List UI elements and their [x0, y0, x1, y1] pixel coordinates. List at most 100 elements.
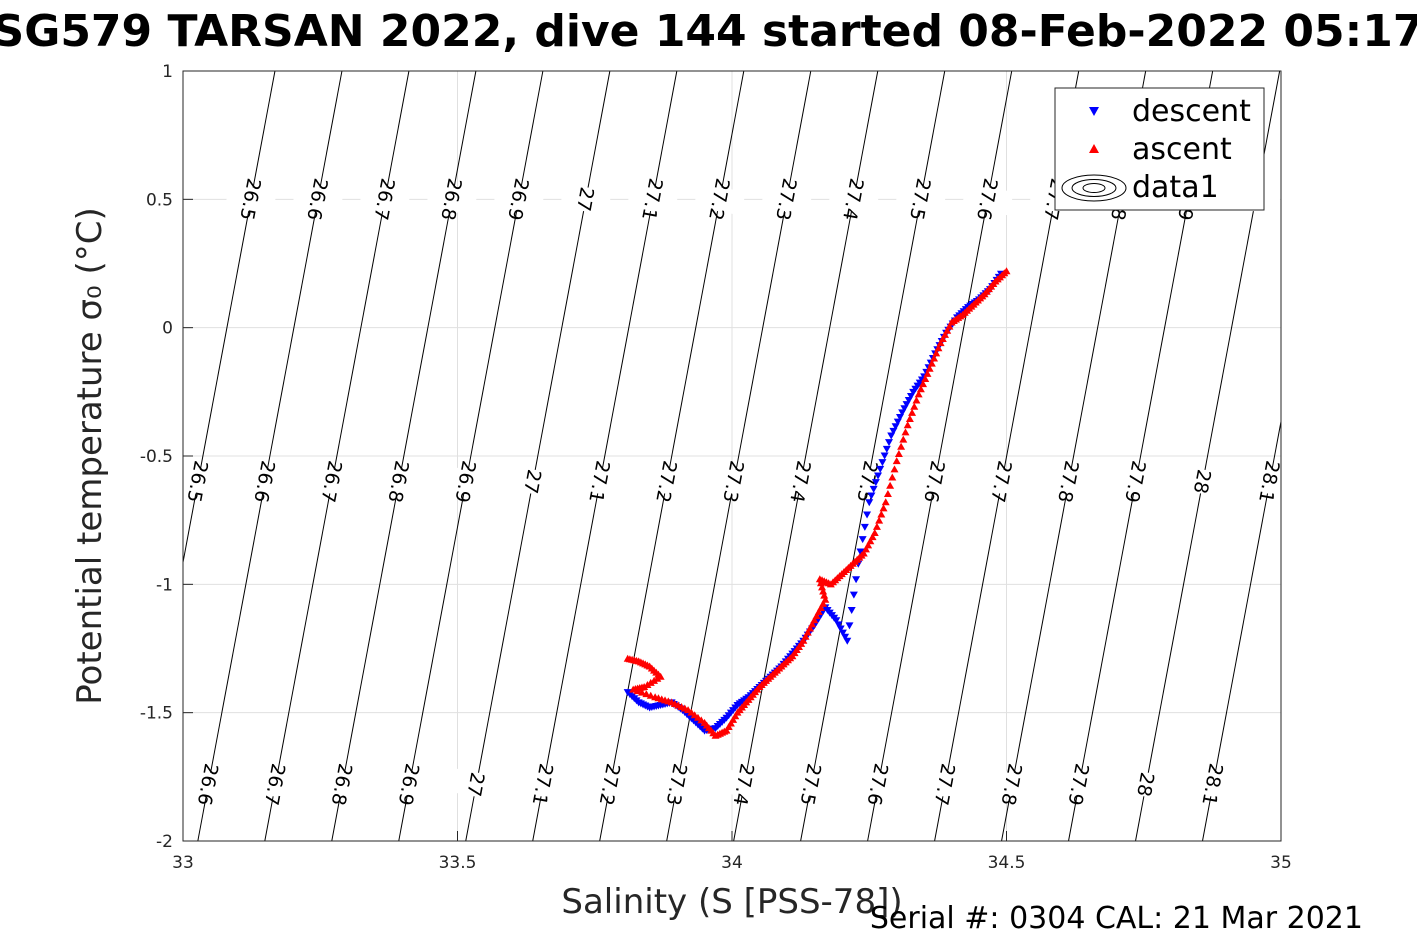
ascent-point	[945, 322, 954, 330]
contour-label-bg	[852, 768, 904, 801]
contour-label-bg	[493, 183, 545, 216]
descent-point	[876, 465, 885, 473]
contour-label: 27	[572, 185, 598, 213]
ascent-point	[899, 435, 908, 443]
ascent-point	[805, 624, 814, 632]
y-tick-label: -1	[156, 575, 173, 595]
contour-label-bg	[976, 465, 1028, 498]
contour-label-bg	[440, 465, 492, 498]
descent-point	[865, 499, 874, 507]
contour-label-bg	[306, 465, 358, 498]
ascent-point	[910, 402, 919, 410]
contour-label: 28	[1132, 770, 1158, 798]
y-tick-label: 1	[162, 62, 173, 82]
y-axis-ticks: -2 -1.5 -1 -0.5 0 0.5 1	[140, 62, 193, 852]
contour-label-bg	[373, 465, 425, 498]
contour-label-bg	[894, 183, 947, 216]
ascent-point	[1002, 267, 1011, 275]
descent-point	[860, 523, 869, 531]
ascent-point	[801, 632, 810, 640]
contour-label-bg	[651, 768, 704, 801]
ascent-point	[859, 549, 868, 557]
ascent-point	[810, 616, 819, 624]
contour-label: 28	[1189, 468, 1215, 496]
descent-point	[845, 622, 854, 630]
ascent-point	[879, 504, 888, 512]
y-tick-label: 0	[162, 319, 173, 339]
chart-title: SG579 TARSAN 2022, dive 144 started 08-F…	[0, 6, 1417, 57]
ascent-point	[866, 537, 875, 545]
ascent-point	[892, 457, 901, 465]
descent-point	[838, 629, 847, 637]
ascent-point	[903, 421, 912, 429]
ascent-point	[726, 719, 735, 727]
descent-point	[871, 479, 880, 487]
ascent-point	[731, 712, 740, 720]
ascent-point	[868, 533, 877, 541]
ascent-point	[921, 375, 930, 382]
contour-label-bg	[225, 183, 277, 216]
ascent-point	[901, 428, 910, 436]
ascent-point	[941, 330, 950, 338]
ascent-point	[943, 326, 952, 334]
ascent-point	[724, 723, 733, 731]
contour-label-bg	[1043, 465, 1095, 498]
contour-label-bg	[383, 768, 436, 801]
descent-point	[834, 621, 843, 629]
contour-label-bg	[1187, 768, 1239, 801]
ascent-point	[925, 364, 934, 372]
legend: descent ascent data1	[1054, 87, 1265, 211]
ascent-point	[877, 510, 886, 518]
legend-ascent-label: ascent	[1132, 132, 1232, 167]
contour-label-bg	[450, 768, 503, 801]
descent-point	[869, 485, 878, 493]
contour-label-bg	[182, 768, 235, 801]
ascent-point	[912, 396, 921, 404]
contour-label: 27	[462, 770, 488, 798]
ascent-point	[637, 688, 646, 696]
contour-label-bg	[249, 768, 302, 801]
descent-point	[878, 459, 887, 467]
x-tick-label: 33	[172, 853, 194, 873]
y-tick-label: 0.5	[146, 190, 173, 210]
descent-point	[880, 452, 889, 460]
descent-point	[867, 492, 876, 500]
descent-point	[849, 591, 858, 599]
descent-point	[863, 511, 872, 519]
contour-label-bg	[172, 465, 224, 498]
contour-label-bg	[775, 465, 827, 498]
x-tick-label: 34.5	[988, 853, 1026, 873]
data-points	[623, 267, 1011, 739]
ascent-point	[936, 339, 945, 347]
ascent-point	[864, 541, 873, 549]
contour-label-bg	[584, 768, 637, 801]
legend-descent-marker	[1089, 107, 1099, 116]
descent-point	[832, 617, 841, 625]
ascent-point	[870, 529, 879, 536]
contour-label-bg	[517, 768, 570, 801]
ascent-point	[799, 636, 808, 644]
ascent-point	[872, 522, 881, 530]
ascent-point	[881, 498, 890, 506]
contour-label-bg	[827, 183, 880, 216]
legend-data1-label: data1	[1132, 170, 1219, 205]
y-tick-label: -0.5	[140, 447, 173, 467]
ascent-point	[819, 599, 828, 607]
contour-label-bg	[292, 183, 344, 216]
ascent-point	[820, 591, 829, 599]
x-axis-ticks: 33 33.5 34 34.5 35	[172, 831, 1292, 873]
contour-label-bg	[641, 465, 693, 498]
ascent-point	[919, 380, 928, 388]
y-tick-label: -1.5	[140, 704, 173, 724]
contour-label-bg	[1109, 465, 1162, 498]
contour-label-bg	[693, 183, 746, 216]
y-axis-label: Potential temperature σ₀ (°C)	[70, 207, 110, 705]
contour-label-bg	[718, 768, 771, 801]
ascent-point	[883, 489, 892, 497]
y-tick-label: -2	[156, 832, 173, 852]
contour-label-bg	[507, 465, 559, 498]
contour-label-bg	[785, 768, 837, 801]
descent-point	[858, 536, 867, 544]
ascent-point	[729, 715, 738, 723]
ascent-point	[821, 595, 830, 603]
